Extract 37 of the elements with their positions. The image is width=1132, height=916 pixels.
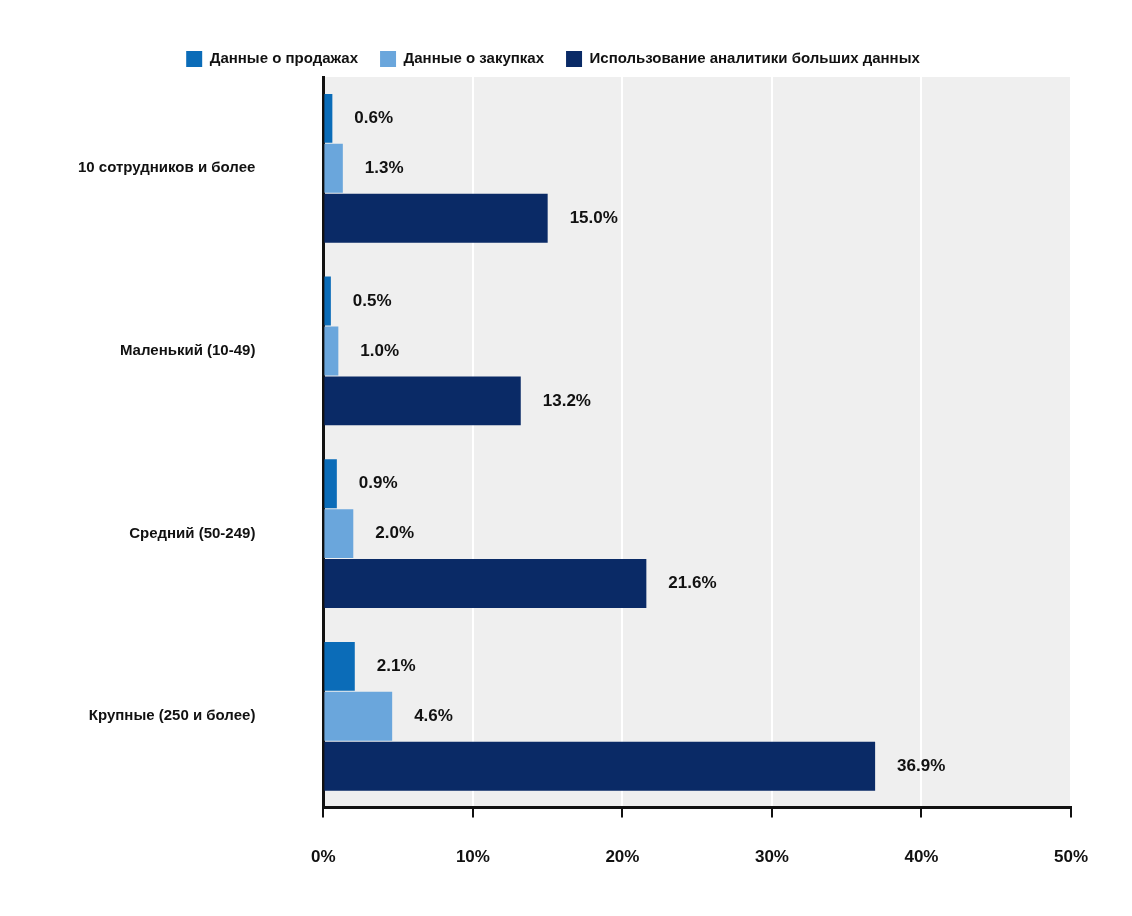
data-label: 15.0% xyxy=(569,207,618,227)
x-tick-label: 50% xyxy=(1053,847,1088,867)
x-tick-label: 40% xyxy=(904,847,939,867)
bar xyxy=(324,641,355,691)
y-tick-label: Крупные (250 и более) xyxy=(88,706,256,724)
data-label: 1.3% xyxy=(364,158,404,178)
x-tick-label: 10% xyxy=(455,847,490,867)
x-tick-label: 30% xyxy=(754,847,789,867)
y-tick-label: Средний (50-249) xyxy=(129,523,256,541)
bar xyxy=(324,326,339,376)
legend-label: Использование аналитики больших данных xyxy=(589,49,921,67)
bar xyxy=(324,559,647,609)
legend-label: Данные о закупках xyxy=(403,49,545,67)
bar xyxy=(324,93,333,143)
data-label: 0.6% xyxy=(354,108,394,128)
bar xyxy=(324,276,331,326)
data-label: 21.6% xyxy=(668,573,717,593)
data-label: 36.9% xyxy=(897,755,946,775)
data-label: 0.9% xyxy=(358,473,398,493)
bar xyxy=(324,459,337,509)
data-label: 1.0% xyxy=(360,340,400,360)
y-tick-label: 10 сотрудников и более xyxy=(77,158,256,176)
bar xyxy=(324,193,548,243)
bar xyxy=(324,741,876,791)
data-label: 2.1% xyxy=(376,656,416,676)
bar xyxy=(324,376,521,426)
x-tick-label: 20% xyxy=(605,847,640,867)
data-label: 4.6% xyxy=(414,705,453,725)
data-label: 13.2% xyxy=(542,390,591,410)
bar xyxy=(324,691,393,741)
bar xyxy=(324,509,354,559)
x-tick-label: 0% xyxy=(311,847,336,867)
data-label: 0.5% xyxy=(352,290,392,310)
bar xyxy=(324,143,343,193)
legend-label: Данные о продажах xyxy=(209,49,359,67)
y-tick-label: Маленький (10-49) xyxy=(119,341,256,359)
data-label: 2.0% xyxy=(375,523,415,543)
